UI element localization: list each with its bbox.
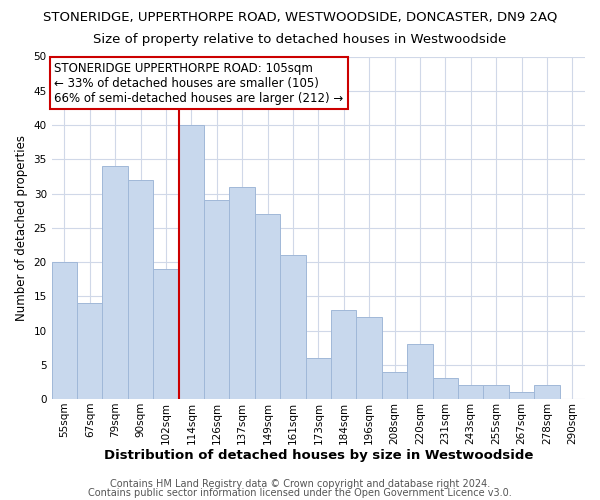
Bar (534, 386, 560, 399)
Bar (77, 303, 103, 399)
Text: Contains HM Land Registry data © Crown copyright and database right 2024.: Contains HM Land Registry data © Crown c… (110, 479, 490, 489)
Bar (433, 378, 458, 399)
Text: STONERIDGE UPPERTHORPE ROAD: 105sqm
← 33% of detached houses are smaller (105)
6: STONERIDGE UPPERTHORPE ROAD: 105sqm ← 33… (55, 62, 344, 104)
Bar (382, 372, 407, 399)
Bar (229, 186, 255, 399)
Bar (356, 317, 382, 399)
Bar (255, 214, 280, 399)
Bar (305, 358, 331, 399)
Bar (128, 180, 153, 399)
Bar (458, 386, 484, 399)
Text: Size of property relative to detached houses in Westwoodside: Size of property relative to detached ho… (94, 32, 506, 46)
Bar (509, 392, 534, 399)
Bar (331, 310, 356, 399)
Bar (280, 255, 305, 399)
Bar (179, 125, 204, 399)
Text: Contains public sector information licensed under the Open Government Licence v3: Contains public sector information licen… (88, 488, 512, 498)
Bar (153, 269, 179, 399)
Bar (407, 344, 433, 399)
Bar (52, 262, 77, 399)
Bar (484, 386, 509, 399)
Y-axis label: Number of detached properties: Number of detached properties (15, 135, 28, 321)
Bar (103, 166, 128, 399)
Bar (204, 200, 229, 399)
Text: STONERIDGE, UPPERTHORPE ROAD, WESTWOODSIDE, DONCASTER, DN9 2AQ: STONERIDGE, UPPERTHORPE ROAD, WESTWOODSI… (43, 10, 557, 23)
X-axis label: Distribution of detached houses by size in Westwoodside: Distribution of detached houses by size … (104, 450, 533, 462)
